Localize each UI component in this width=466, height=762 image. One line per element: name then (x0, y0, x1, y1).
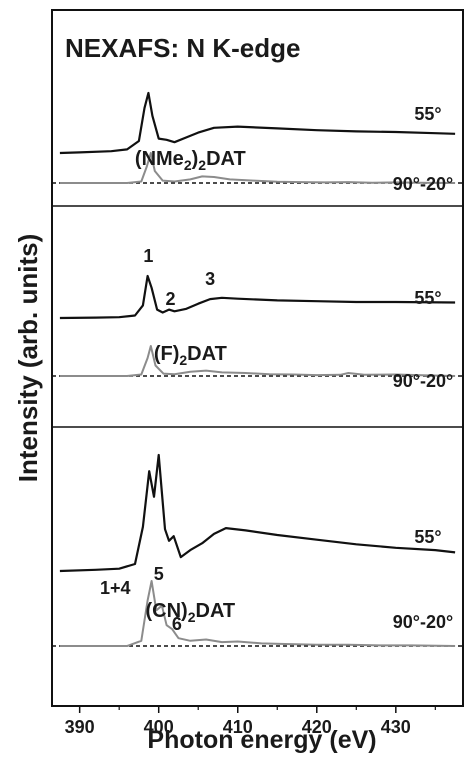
compound-label-part: DAT (187, 343, 227, 365)
compound-label-part: (CN) (145, 600, 187, 622)
compound-label-part: DAT (206, 148, 246, 170)
plot-frame (51, 9, 464, 707)
compound-label-subscript: 2 (198, 157, 206, 173)
spectrum-55-line (59, 274, 456, 320)
compound-label-subscript: 2 (184, 157, 192, 173)
x-tick-label: 430 (381, 717, 411, 737)
compound-label-part: DAT (196, 600, 236, 622)
spectra-panels: 55°90°-20°(NMe2)2DAT55°90°-20°(F)2DAT123… (52, 91, 463, 647)
chart-title: NEXAFS: N K-edge (65, 33, 300, 63)
compound-label-subscript: 2 (188, 609, 196, 625)
difference-label: 90°-20° (393, 174, 453, 194)
compound-label-subscript: 2 (179, 352, 187, 368)
peak-label: 1 (143, 246, 153, 266)
angle-label-55: 55° (414, 288, 441, 308)
y-axis-label: Intensity (arb. units) (13, 234, 43, 482)
compound-label-part: (F) (154, 343, 180, 365)
x-axis: 390 400 410 420 430 (65, 706, 436, 737)
compound-label: (NMe2)2DAT (135, 148, 246, 173)
difference-label: 90°-20° (393, 371, 453, 391)
angle-label-55: 55° (414, 527, 441, 547)
compound-label: (CN)2DAT (145, 600, 235, 625)
x-tick-label: 420 (302, 717, 332, 737)
x-axis-label: Photon energy (eV) (147, 726, 376, 754)
difference-label: 90°-20° (393, 612, 453, 632)
spectrum-panel: 55°90°-20°(NMe2)2DAT (52, 91, 463, 194)
compound-label-part: (NMe (135, 148, 184, 170)
peak-label: 3 (205, 269, 215, 289)
peak-label: 5 (154, 564, 164, 584)
peak-label: 6 (172, 614, 182, 634)
x-tick-label: 400 (144, 717, 174, 737)
angle-label-55: 55° (414, 104, 441, 124)
spectrum-55-line (59, 91, 456, 155)
compound-label: (F)2DAT (154, 343, 227, 368)
spectrum-55-line (59, 453, 456, 573)
spectrum-difference-line (59, 345, 456, 377)
spectrum-panel: 55° 90°-20° (CN)2DAT 1+4 5 6 (52, 453, 463, 647)
peak-label: 2 (166, 289, 176, 309)
compound-label-part: ) (192, 148, 199, 170)
spectrum-difference-line (59, 152, 456, 184)
x-tick-label: 410 (223, 717, 253, 737)
peak-label: 1+4 (100, 578, 131, 598)
x-tick-label: 390 (65, 717, 95, 737)
spectrum-difference-line (59, 580, 456, 647)
